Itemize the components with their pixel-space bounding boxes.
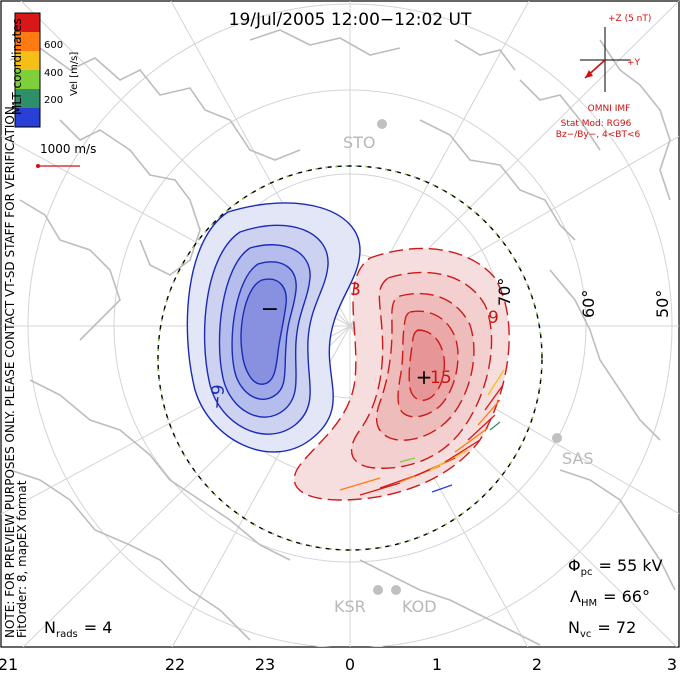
contour-label-3: 3 xyxy=(350,280,361,300)
dusk-cell xyxy=(186,202,361,453)
lat-label-60: 60° xyxy=(579,290,598,318)
nvc-symbol: N xyxy=(568,618,580,637)
colorbar-swatch xyxy=(15,108,40,127)
nrads-symbol: N xyxy=(44,618,56,637)
contour-label-9: 9 xyxy=(488,308,499,328)
mlt-label-2: 2 xyxy=(532,655,542,674)
radar-marker-sas xyxy=(552,433,562,443)
svg-text:ΛHM= 66°: ΛHM = 66° xyxy=(570,587,650,609)
nrads-value: = 4 xyxy=(84,618,113,637)
lat-label-70: 70° xyxy=(495,278,514,306)
phi-symbol: Φ xyxy=(568,556,581,575)
map-statistics: Φpc = 55 kV ΛHM = 66° Nvc = 72 Nrads = 4 xyxy=(44,556,663,640)
colorbar-swatch xyxy=(15,32,40,51)
preview-note: NOTE: FOR PREVIEW PURPOSES ONLY. PLEASE … xyxy=(3,102,17,638)
imf-condition: Bz−/By−, 4<BT<6 xyxy=(556,130,641,140)
contour-label-15: 15 xyxy=(430,368,452,388)
radar-marker-ksr xyxy=(373,585,383,595)
svg-text:Nrads= 4: Nrads = 4 xyxy=(44,618,112,640)
stat-model: Stat Mod: RG96 xyxy=(561,119,632,129)
mlt-label-21: 21 xyxy=(0,655,18,674)
phi-subscript: pc xyxy=(581,567,593,578)
mlt-axis: 21 22 23 0 1 2 3 xyxy=(0,655,677,674)
hm-boundary-points xyxy=(157,165,543,551)
imf-dial: +Z (5 nT) +Y OMNI IMF Stat Mod: RG96 Bz−… xyxy=(556,14,652,140)
map-title: 19/Jul/2005 12:00−12:02 UT xyxy=(229,10,472,30)
mlt-label-0: 0 xyxy=(345,655,355,674)
lambda-value: = 66° xyxy=(603,587,650,606)
radar-marker-kod xyxy=(391,585,401,595)
svg-text:Nvc= 72: Nvc = 72 xyxy=(568,618,636,640)
colorbar-swatch xyxy=(15,51,40,70)
imf-y-label: +Y xyxy=(627,58,641,68)
imf-z-label: +Z (5 nT) xyxy=(608,14,651,24)
velocity-colorbar: 600 400 200 Vel [m/s] xyxy=(14,12,80,128)
colorbar-swatch xyxy=(15,13,40,32)
mlt-label-23: 23 xyxy=(255,655,275,674)
radar-label-ksr: KSR xyxy=(334,597,366,616)
coastlines xyxy=(9,29,676,646)
lambda-symbol: Λ xyxy=(570,587,581,606)
scale-label: 1000 m/s xyxy=(40,142,96,156)
radar-label-kod: KOD xyxy=(402,597,437,616)
min-potential-marker: − xyxy=(261,297,279,322)
dawn-cell xyxy=(293,247,510,501)
colorbar-tick-600: 600 xyxy=(44,40,63,51)
colorbar-label: Vel [m/s] xyxy=(69,52,80,96)
lambda-subscript: HM xyxy=(581,598,597,609)
mlt-label-22: 22 xyxy=(165,655,185,674)
fit-order-note: FitOrder: 8, mapEX format xyxy=(15,480,29,638)
radar-label-sto: STO xyxy=(343,133,376,152)
colorbar-swatch xyxy=(15,70,40,89)
mlt-label-1: 1 xyxy=(432,655,442,674)
nrads-subscript: rads xyxy=(56,629,78,640)
mlt-label-3: 3 xyxy=(667,655,677,674)
contour-label-minus-9: −9 xyxy=(207,384,229,411)
nvc-value: = 72 xyxy=(597,618,636,637)
phi-value: = 55 kV xyxy=(598,556,662,575)
imf-source: OMNI IMF xyxy=(588,104,631,114)
svg-text:Φpc= 55 kV: Φpc = 55 kV xyxy=(568,556,663,578)
colorbar-swatch xyxy=(15,89,40,108)
radar-label-sas: SAS xyxy=(562,449,594,468)
scale-vector-origin xyxy=(36,164,40,168)
velocity-vectors xyxy=(339,369,505,496)
radar-marker-sto xyxy=(377,119,387,129)
nvc-subscript: vc xyxy=(580,629,591,640)
lat-label-50: 50° xyxy=(653,290,672,318)
colorbar-tick-200: 200 xyxy=(44,95,63,106)
radar-sites xyxy=(373,119,562,595)
colorbar-tick-400: 400 xyxy=(44,68,63,79)
coordinate-note: MLT coordinates xyxy=(10,18,24,115)
max-potential-marker: + xyxy=(416,365,433,389)
